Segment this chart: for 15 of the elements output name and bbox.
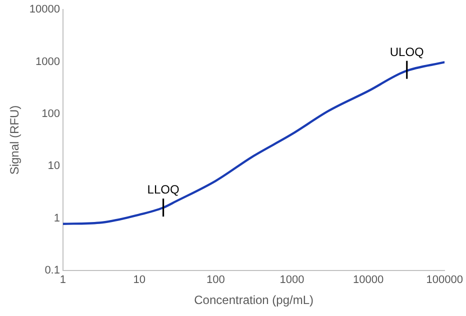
y-tick-label: 100	[42, 108, 60, 120]
y-tick-label: 10000	[29, 4, 60, 16]
annotation: ULOQ	[390, 44, 424, 59]
x-tick-label: 10	[133, 274, 146, 286]
y-tick-label: 0.1	[44, 264, 60, 276]
x-tick-label: 10000	[353, 274, 384, 286]
y-tick-label: 1	[54, 212, 60, 224]
annotation: LLOQ	[147, 182, 180, 197]
x-tick-label: 100000	[426, 274, 464, 286]
y-tick-label: 10	[48, 160, 60, 172]
y-tick-label: 1000	[36, 56, 60, 68]
x-tick-label: 1000	[280, 274, 304, 286]
y-axis-title: Signal (RFU)	[8, 105, 22, 175]
x-axis-title: Concentration (pg/mL)	[194, 293, 314, 308]
x-tick-label: 100	[206, 274, 225, 286]
